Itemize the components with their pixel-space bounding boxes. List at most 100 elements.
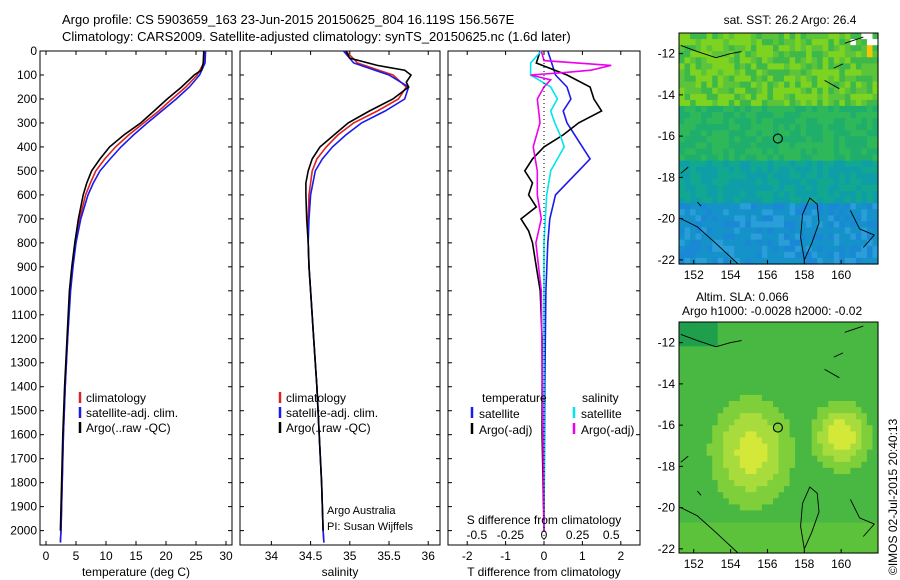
sla-map-cell (739, 340, 746, 347)
sst-map-cell (855, 51, 862, 58)
sst-map-cell (701, 93, 708, 101)
sla-map-cell (828, 382, 835, 390)
sla-map-cell (745, 528, 752, 536)
sst-map-cell (850, 172, 857, 180)
sla-map-cell (773, 461, 780, 469)
sst-map-cell (750, 33, 757, 40)
salinity-legend-label: Argo(..raw -QC) (286, 421, 371, 435)
sst-map-cell (701, 191, 708, 198)
sst-map-cell (861, 136, 868, 143)
sst-map-cell (679, 87, 686, 95)
sst-map-cell (806, 93, 813, 101)
sla-map-cell (690, 534, 697, 542)
sst-map-cell (745, 185, 752, 192)
sst-map-cell (828, 251, 835, 259)
sst-map-cell (828, 99, 835, 107)
sst-map-cell (795, 233, 802, 241)
sla-map-cell (773, 334, 780, 341)
sst-map-cell (866, 136, 873, 143)
sst-map-cell (723, 112, 730, 119)
sla-map-cell (761, 480, 768, 487)
sst-map-cell (795, 93, 802, 101)
sla-map-cell (728, 340, 735, 347)
sst-map-cell (828, 191, 835, 198)
sla-map-cell (679, 443, 686, 451)
sla-map-cell (745, 510, 752, 518)
sla-map-cell (872, 407, 879, 414)
sst-map-cell (778, 251, 785, 259)
sla-map-cell (784, 370, 791, 378)
sla-map-cell (817, 528, 824, 536)
sst-map-cell (861, 124, 868, 131)
temperature-legend-label: satellite-adj. clim. (86, 406, 178, 420)
sst-map-cell (717, 51, 724, 58)
sla-map-cell (866, 364, 873, 372)
sst-map-cell (822, 154, 829, 162)
sla-map-cell (789, 455, 796, 463)
sst-map-cell (789, 233, 796, 241)
sla-map-cell (690, 504, 697, 512)
sla-map-cell (767, 504, 774, 512)
sla-map-cell (723, 334, 730, 341)
sla-map-cell (734, 455, 741, 463)
sst-map-cell (712, 185, 719, 192)
sla-map-cell (712, 510, 719, 518)
sla-map-cell (850, 449, 857, 457)
sla-map-cell (822, 419, 829, 426)
sst-map-cell (828, 233, 835, 241)
sst-map-cell (679, 124, 686, 131)
sst-map-cell (861, 33, 868, 40)
sst-map-cell (728, 148, 735, 156)
sst-map-cell (717, 245, 724, 253)
sst-map-cell (690, 178, 697, 186)
sst-map-cell (723, 45, 730, 52)
sst-map-cell (723, 245, 730, 253)
sla-map-cell (728, 480, 735, 487)
sst-map-cell (717, 191, 724, 198)
sla-map-cell (855, 437, 862, 445)
sla-map-cell (690, 522, 697, 530)
sla-map-xtick-label: 154 (721, 557, 741, 571)
sst-map-cell (866, 178, 873, 186)
sla-map-cell (839, 467, 846, 475)
sst-map-cell (850, 33, 857, 40)
sst-map-cell (756, 233, 763, 241)
sst-map-cell (839, 191, 846, 198)
difference-series-s-argo--adj- (530, 50, 612, 531)
sst-map-cell (739, 39, 746, 46)
sla-map-cell (861, 455, 868, 463)
sla-map-cell (701, 364, 708, 372)
sst-map-cell (728, 33, 735, 40)
sst-map-cell (839, 166, 846, 174)
sst-map-cell (701, 148, 708, 156)
sst-map-cell (850, 239, 857, 247)
sla-map-cell (800, 528, 807, 536)
sla-map-cell (773, 486, 780, 493)
sla-map-cell (712, 437, 719, 445)
sla-map-cell (789, 322, 796, 329)
sst-map-cell (695, 136, 702, 143)
sst-map-cell (822, 203, 829, 210)
sla-map-ytick-label: -22 (658, 542, 676, 556)
sla-map-cell (833, 534, 840, 542)
sst-map-cell (723, 118, 730, 125)
sst-map-cell (839, 160, 846, 168)
sla-map-cell (789, 352, 796, 360)
sla-map-cell (739, 522, 746, 530)
sst-map-cell (717, 233, 724, 241)
sla-map-cell (811, 467, 818, 475)
sst-map-cell (817, 81, 824, 89)
sla-map-cell (679, 449, 686, 457)
sla-map-cell (712, 352, 719, 360)
sst-map-cell (866, 215, 873, 223)
sst-map-cell (756, 191, 763, 198)
sla-map-cell (850, 546, 857, 554)
sst-map-cell (767, 33, 774, 40)
sla-map-cell (750, 467, 757, 475)
sla-map-cell (750, 419, 757, 426)
sst-map-cell (778, 75, 785, 83)
sst-map-cell (872, 112, 879, 119)
sla-map-cell (684, 328, 691, 335)
sla-map-cell (712, 467, 719, 475)
sla-map-cell (789, 546, 796, 554)
